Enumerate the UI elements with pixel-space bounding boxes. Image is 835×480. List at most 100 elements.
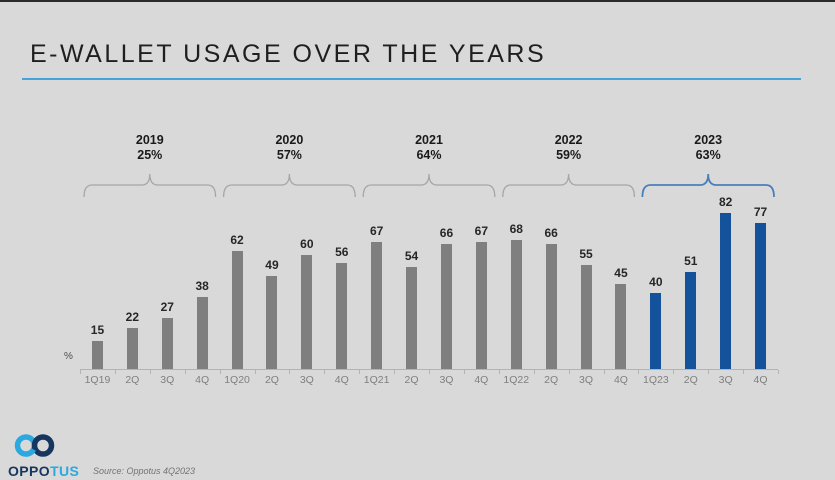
logo-text-secondary: TUS (50, 463, 80, 479)
bar-value-label: 45 (614, 265, 628, 280)
axis-tick (114, 370, 116, 374)
title-underline (22, 78, 801, 80)
bar-value-label: 51 (684, 254, 698, 269)
x-tick-label: 3Q (299, 374, 314, 386)
oppotus-logo-icon (14, 434, 55, 457)
x-tick-label: 2Q (683, 374, 698, 386)
x-tick-label: 1Q21 (363, 374, 390, 386)
x-tick-label: 2Q (264, 374, 279, 386)
bar-1Q20 (231, 251, 243, 370)
bar-value-label: 66 (544, 225, 558, 240)
year-label-2019: 2019 25% (135, 133, 164, 162)
year-label-2023: 2023 63% (694, 133, 723, 162)
x-tick-label: 1Q20 (224, 374, 250, 386)
bar-3Q (161, 318, 173, 370)
axis-tick (708, 370, 710, 374)
x-tick-label: 2Q (404, 374, 419, 386)
bar-4Q (196, 297, 208, 370)
bar-1Q23 (650, 293, 662, 370)
year-label-2022: 2022 59% (554, 133, 583, 162)
x-tick-label: 1Q23 (642, 374, 669, 386)
bar-4Q (615, 283, 627, 370)
oppotus-logo-text: OPPOTUS (8, 463, 79, 479)
bar-chart-plot-area: 15 22 27 38 62 49 60 56 67 54 66 67 68 66 55 45 40 51 82 77 (80, 195, 778, 370)
bar-value-label: 60 (300, 237, 314, 252)
x-tick-label: 1Q22 (503, 374, 530, 386)
bar-value-label: 82 (718, 194, 733, 209)
year-bracket-2022 (502, 173, 636, 198)
axis-tick (219, 370, 221, 374)
source-note: Source: Oppotus 4Q2023 (93, 466, 196, 476)
y-axis-unit-label: % (64, 351, 73, 362)
bar-2Q (266, 276, 278, 370)
bar-value-label: 40 (649, 275, 663, 290)
bar-1Q21 (371, 241, 383, 370)
bar-value-label: 67 (474, 223, 489, 238)
slide-top-edge (0, 0, 835, 2)
bar-3Q (580, 264, 592, 370)
axis-tick (603, 370, 605, 374)
axis-tick (778, 370, 779, 374)
axis-tick (394, 370, 396, 374)
x-tick-label: 3Q (579, 374, 594, 386)
bar-value-label: 56 (335, 244, 349, 259)
bar-value-label: 62 (230, 233, 244, 248)
year-label-2020: 2020 57% (275, 133, 304, 162)
bar-1Q22 (510, 239, 522, 370)
axis-tick (533, 370, 535, 374)
bar-2Q (126, 327, 138, 370)
x-tick-label: 2Q (125, 374, 140, 386)
bar-3Q (440, 243, 452, 370)
bar-2Q (685, 272, 697, 370)
x-tick-label: 4Q (753, 374, 768, 386)
chart-title: E-WALLET USAGE OVER THE YEARS (30, 40, 547, 68)
bar-value-label: 68 (509, 221, 523, 236)
bar-value-label: 15 (90, 323, 105, 338)
axis-tick (80, 370, 81, 374)
axis-tick (498, 370, 500, 374)
bar-2Q (406, 266, 418, 370)
bar-value-label: 54 (404, 248, 419, 263)
bar-value-label: 77 (753, 204, 768, 219)
x-tick-label: 4Q (195, 374, 210, 386)
bar-value-label: 22 (125, 309, 140, 324)
x-tick-label: 4Q (334, 374, 349, 386)
bar-4Q (336, 262, 348, 370)
axis-tick (429, 370, 430, 374)
axis-tick (638, 370, 640, 374)
axis-tick (184, 370, 186, 374)
x-tick-label: 2Q (544, 374, 559, 386)
axis-tick (743, 370, 745, 374)
bar-value-label: 27 (160, 300, 174, 315)
axis-tick (324, 370, 326, 374)
year-label-2021: 2021 64% (415, 133, 443, 162)
x-tick-label: 1Q19 (84, 374, 111, 386)
axis-tick (149, 370, 151, 374)
axis-tick (463, 370, 465, 374)
axis-tick (289, 370, 291, 374)
bar-4Q (755, 222, 767, 370)
logo-text-primary: OPPO (8, 463, 51, 479)
bar-value-label: 66 (439, 225, 454, 240)
bar-value-label: 67 (369, 223, 384, 238)
x-axis-labels: 1Q19 2Q 3Q 4Q 1Q20 2Q 3Q 4Q 1Q21 2Q 3Q 4Q 1Q22 2Q 3Q 4Q… (80, 374, 778, 388)
year-bracket-2023 (641, 173, 775, 198)
year-bracket-2020 (222, 173, 356, 198)
bar-value-label: 38 (195, 279, 209, 294)
x-tick-label: 3Q (160, 374, 175, 386)
year-brackets (83, 173, 775, 198)
bar-value-label: 49 (265, 258, 279, 273)
x-tick-label: 4Q (613, 374, 628, 386)
bar-4Q (475, 241, 487, 370)
bar-value-label: 55 (579, 246, 593, 261)
x-axis-line (80, 369, 778, 370)
bar-1Q19 (91, 341, 103, 370)
axis-tick (359, 370, 361, 374)
bar-3Q (720, 212, 732, 370)
year-bracket-2021 (362, 173, 496, 198)
axis-tick (568, 370, 570, 374)
axis-tick (254, 370, 256, 374)
axis-tick (673, 370, 675, 374)
x-tick-label: 3Q (718, 374, 733, 386)
